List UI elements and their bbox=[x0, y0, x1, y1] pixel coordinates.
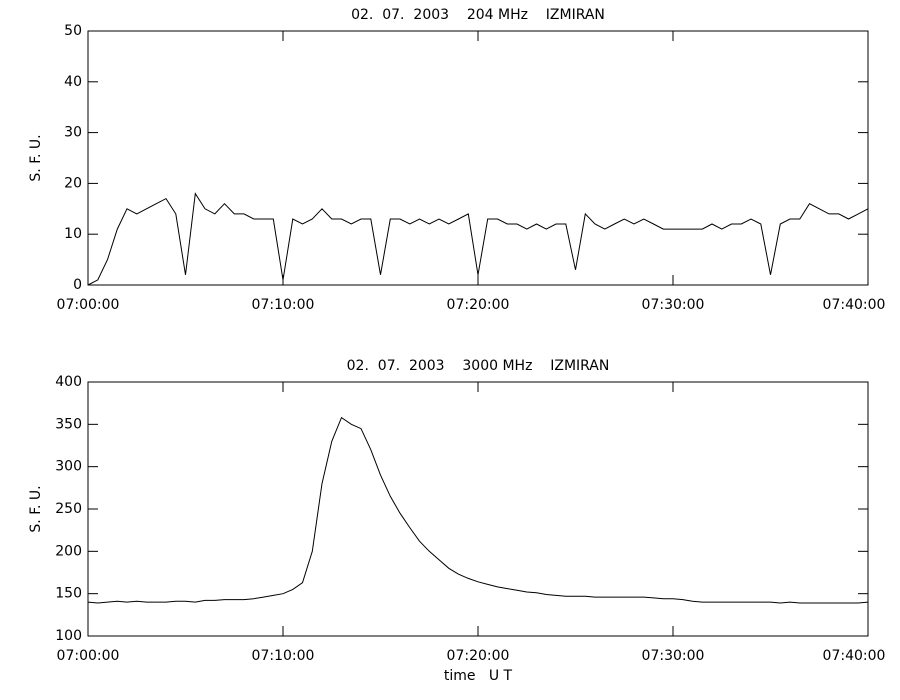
y-axis-label: S. F. U. bbox=[28, 134, 44, 181]
x-tick-label: 07:00:00 bbox=[57, 297, 120, 313]
x-tick-label: 07:10:00 bbox=[252, 297, 315, 313]
y-tick-label: 300 bbox=[55, 459, 82, 475]
y-tick-label: 250 bbox=[55, 501, 82, 517]
y-tick-label: 0 bbox=[73, 277, 82, 293]
y-tick-label: 400 bbox=[55, 374, 82, 390]
data-line bbox=[87, 416, 869, 604]
y-tick-label: 200 bbox=[55, 543, 82, 559]
y-tick-label: 30 bbox=[64, 125, 82, 141]
y-tick-label: 20 bbox=[64, 175, 82, 191]
y-tick-label: 10 bbox=[64, 226, 82, 242]
x-tick-label: 07:10:00 bbox=[252, 648, 315, 664]
x-tick-label: 07:30:00 bbox=[642, 297, 705, 313]
x-tick-label: 07:20:00 bbox=[447, 648, 510, 664]
x-tick-label: 07:40:00 bbox=[823, 648, 886, 664]
y-tick-label: 50 bbox=[64, 23, 82, 39]
y-tick-label: 150 bbox=[55, 586, 82, 602]
plot-frame bbox=[87, 30, 869, 286]
x-tick-label: 07:40:00 bbox=[823, 297, 886, 313]
y-axis-label: S. F. U. bbox=[28, 485, 44, 532]
x-axis-label: time U T bbox=[444, 668, 513, 684]
chart-title: 02. 07. 2003 3000 MHz IZMIRAN bbox=[347, 358, 610, 374]
y-tick-label: 100 bbox=[55, 628, 82, 644]
y-tick-label: 350 bbox=[55, 416, 82, 432]
x-tick-label: 07:20:00 bbox=[447, 297, 510, 313]
plot-frame bbox=[87, 381, 869, 637]
x-tick-label: 07:30:00 bbox=[642, 648, 705, 664]
chart-title: 02. 07. 2003 204 MHz IZMIRAN bbox=[351, 7, 605, 23]
x-tick-label: 07:00:00 bbox=[57, 648, 120, 664]
y-tick-label: 40 bbox=[64, 74, 82, 90]
data-line bbox=[87, 192, 869, 286]
